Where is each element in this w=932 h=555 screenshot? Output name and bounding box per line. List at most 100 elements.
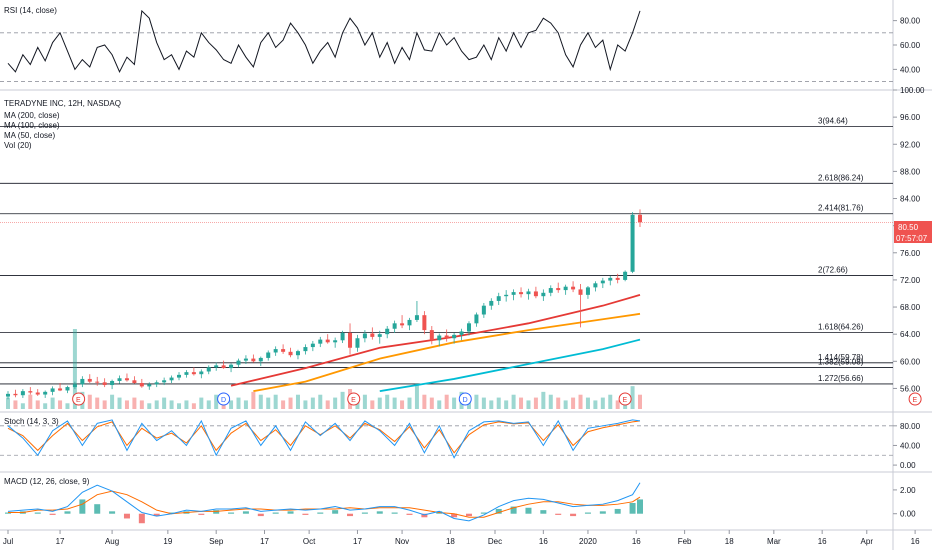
candle-body[interactable] <box>422 315 427 331</box>
candle-body[interactable] <box>43 391 48 395</box>
candle-body[interactable] <box>407 319 412 326</box>
candle-body[interactable] <box>154 382 159 385</box>
candle-body[interactable] <box>303 347 308 352</box>
candle-body[interactable] <box>400 323 405 326</box>
candle-body[interactable] <box>370 333 375 337</box>
candle-body[interactable] <box>459 331 464 335</box>
dividend-marker[interactable] <box>217 392 231 406</box>
macd-legend[interactable]: MACD (12, 26, close, 9) <box>4 477 90 486</box>
candle-body[interactable] <box>28 391 33 393</box>
candle-body[interactable] <box>526 291 531 295</box>
candle-body[interactable] <box>355 338 360 348</box>
candle-body[interactable] <box>295 351 300 356</box>
earnings-marker[interactable] <box>72 392 86 406</box>
candle-body[interactable] <box>273 349 278 353</box>
candle-body[interactable] <box>184 372 189 375</box>
candle-body[interactable] <box>444 335 449 339</box>
candle-body[interactable] <box>221 365 226 369</box>
time-axis[interactable]: Jul 17 Aug 19 Sep 17 Oct 17 Nov 18 Dec 16 2020 16 Feb 1… <box>3 530 920 546</box>
candle-body[interactable] <box>638 214 642 223</box>
candle-body[interactable] <box>20 391 25 396</box>
stoch-legend[interactable]: Stoch (14, 3, 3) <box>4 417 59 426</box>
candle-body[interactable] <box>556 288 561 291</box>
candle-body[interactable] <box>481 305 486 315</box>
candle-body[interactable] <box>177 374 182 378</box>
candle-body[interactable] <box>288 351 293 356</box>
candle-body[interactable] <box>124 378 129 381</box>
candle-body[interactable] <box>162 380 167 383</box>
candle-body[interactable] <box>13 393 18 396</box>
candle-body[interactable] <box>615 277 620 280</box>
candle-body[interactable] <box>541 292 546 297</box>
candle-body[interactable] <box>72 384 77 388</box>
rsi-line[interactable] <box>7 9 641 73</box>
candle-body[interactable] <box>593 283 598 288</box>
candle-body[interactable] <box>102 382 107 386</box>
candle-body[interactable] <box>236 360 241 365</box>
candle-body[interactable] <box>169 377 174 381</box>
candle-body[interactable] <box>58 388 63 391</box>
candle-body[interactable] <box>571 286 576 290</box>
macd-signal-line[interactable] <box>8 490 641 518</box>
moving-average-line[interactable] <box>379 338 641 393</box>
earnings-marker[interactable] <box>908 392 922 406</box>
candle-body[interactable] <box>474 314 479 324</box>
candle-body[interactable] <box>466 323 471 332</box>
candle-body[interactable] <box>310 343 315 348</box>
candle-body[interactable] <box>132 380 137 384</box>
candle-body[interactable] <box>563 286 568 291</box>
earnings-marker[interactable] <box>618 392 632 406</box>
candle-body[interactable] <box>281 349 286 352</box>
candle-body[interactable] <box>429 330 434 341</box>
candle-body[interactable] <box>362 333 367 339</box>
macd-line[interactable] <box>7 482 641 522</box>
candle-body[interactable] <box>377 334 382 337</box>
ma100-legend[interactable]: MA (100, close) <box>4 121 60 130</box>
candle-body[interactable] <box>533 291 538 297</box>
candle-body[interactable] <box>80 378 85 385</box>
dividend-marker[interactable] <box>458 392 472 406</box>
candle-body[interactable] <box>229 364 234 369</box>
candle-body[interactable] <box>147 384 152 387</box>
candle-body[interactable] <box>35 392 40 395</box>
macd-pane[interactable]: 2.00 0.00 <box>5 482 916 524</box>
stoch-k-line[interactable] <box>7 419 641 459</box>
candle-body[interactable] <box>95 381 100 383</box>
candle-body[interactable] <box>206 367 211 372</box>
candle-body[interactable] <box>348 332 353 348</box>
candle-body[interactable] <box>50 388 55 392</box>
candle-body[interactable] <box>333 340 338 343</box>
ma50-legend[interactable]: MA (50, close) <box>4 131 55 140</box>
candle-body[interactable] <box>258 357 263 362</box>
candle-body[interactable] <box>266 352 271 358</box>
candle-body[interactable] <box>385 328 390 335</box>
candle-body[interactable] <box>199 371 204 375</box>
candle-body[interactable] <box>318 339 323 344</box>
candle-body[interactable] <box>325 339 330 343</box>
candle-body[interactable] <box>630 214 635 272</box>
rsi-legend[interactable]: RSI (14, close) <box>4 6 57 15</box>
candle-body[interactable] <box>608 277 613 281</box>
candle-body[interactable] <box>578 289 583 295</box>
candle-body[interactable] <box>437 335 442 341</box>
candle-body[interactable] <box>392 323 397 329</box>
candle-body[interactable] <box>548 288 553 293</box>
candle-body[interactable] <box>600 280 605 284</box>
candle-body[interactable] <box>243 358 248 361</box>
candle-body[interactable] <box>65 387 70 391</box>
candle-body[interactable] <box>414 315 419 320</box>
stoch-pane[interactable]: 80.00 40.00 0.00 <box>0 419 921 470</box>
candle-body[interactable] <box>191 372 196 375</box>
candle-body[interactable] <box>452 334 457 339</box>
earnings-marker[interactable] <box>347 392 361 406</box>
candle-body[interactable] <box>519 292 524 295</box>
vol-legend[interactable]: Vol (20) <box>4 141 32 150</box>
ma200-legend[interactable]: MA (200, close) <box>4 111 60 120</box>
symbol-legend[interactable]: TERADYNE INC, 12H, NASDAQ <box>4 99 121 108</box>
candle-body[interactable] <box>489 300 494 306</box>
candle-body[interactable] <box>251 358 256 362</box>
price-pane[interactable]: 100.0096.0092.0088.0084.0080.0076.0072.0… <box>0 86 925 409</box>
candle-body[interactable] <box>110 380 115 386</box>
candle-body[interactable] <box>87 378 92 382</box>
